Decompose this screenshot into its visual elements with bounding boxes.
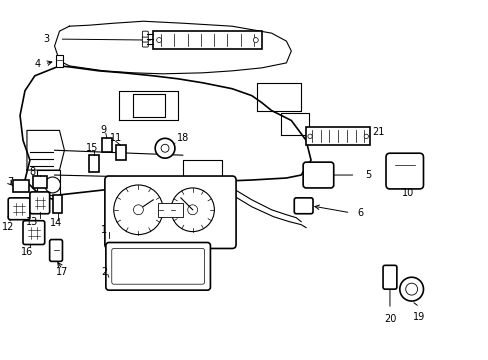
- Text: 10: 10: [401, 188, 413, 198]
- Circle shape: [156, 37, 161, 42]
- FancyBboxPatch shape: [385, 153, 423, 189]
- Polygon shape: [20, 66, 310, 200]
- FancyBboxPatch shape: [294, 198, 312, 214]
- Text: 5: 5: [365, 170, 370, 180]
- Bar: [158, 203, 183, 217]
- Bar: [102, 138, 112, 152]
- Circle shape: [187, 205, 197, 215]
- FancyBboxPatch shape: [142, 36, 148, 42]
- Text: 2: 2: [101, 267, 107, 277]
- Text: 17: 17: [56, 267, 68, 277]
- FancyBboxPatch shape: [112, 248, 204, 284]
- Text: 21: 21: [371, 127, 384, 138]
- Text: 19: 19: [412, 312, 425, 322]
- FancyBboxPatch shape: [142, 41, 148, 47]
- Circle shape: [133, 205, 143, 215]
- FancyBboxPatch shape: [382, 265, 396, 289]
- Text: 16: 16: [21, 247, 33, 257]
- Text: 3: 3: [43, 34, 50, 44]
- Bar: [33, 176, 46, 188]
- FancyBboxPatch shape: [142, 31, 148, 37]
- Circle shape: [364, 134, 367, 139]
- Text: 6: 6: [357, 208, 363, 218]
- Circle shape: [171, 188, 214, 231]
- Bar: [13, 180, 29, 192]
- Circle shape: [44, 177, 61, 193]
- Circle shape: [114, 185, 163, 235]
- Text: 1: 1: [101, 225, 107, 235]
- Bar: [153, 31, 261, 49]
- Circle shape: [307, 134, 311, 139]
- Text: 4: 4: [35, 59, 41, 69]
- FancyBboxPatch shape: [104, 176, 236, 248]
- Text: 12: 12: [2, 222, 14, 231]
- Polygon shape: [55, 21, 291, 74]
- Text: 11: 11: [109, 133, 122, 143]
- Bar: [116, 145, 125, 160]
- Bar: [56, 55, 63, 67]
- FancyBboxPatch shape: [303, 162, 333, 188]
- Text: 7: 7: [7, 177, 13, 187]
- FancyBboxPatch shape: [30, 192, 50, 214]
- Circle shape: [161, 144, 169, 152]
- FancyBboxPatch shape: [105, 243, 210, 290]
- Text: 14: 14: [50, 218, 62, 228]
- Bar: [305, 127, 369, 145]
- FancyBboxPatch shape: [23, 221, 44, 244]
- Text: 15: 15: [86, 143, 98, 153]
- Bar: [53, 195, 62, 213]
- Circle shape: [399, 277, 423, 301]
- Circle shape: [405, 283, 417, 295]
- Text: 9: 9: [101, 125, 107, 135]
- Circle shape: [253, 37, 258, 42]
- FancyBboxPatch shape: [8, 198, 30, 220]
- Bar: [89, 155, 99, 172]
- FancyBboxPatch shape: [50, 239, 62, 261]
- Text: 8: 8: [30, 167, 36, 177]
- Text: 13: 13: [26, 217, 38, 227]
- Text: 18: 18: [176, 133, 188, 143]
- Text: 20: 20: [383, 314, 395, 324]
- Circle shape: [155, 138, 175, 158]
